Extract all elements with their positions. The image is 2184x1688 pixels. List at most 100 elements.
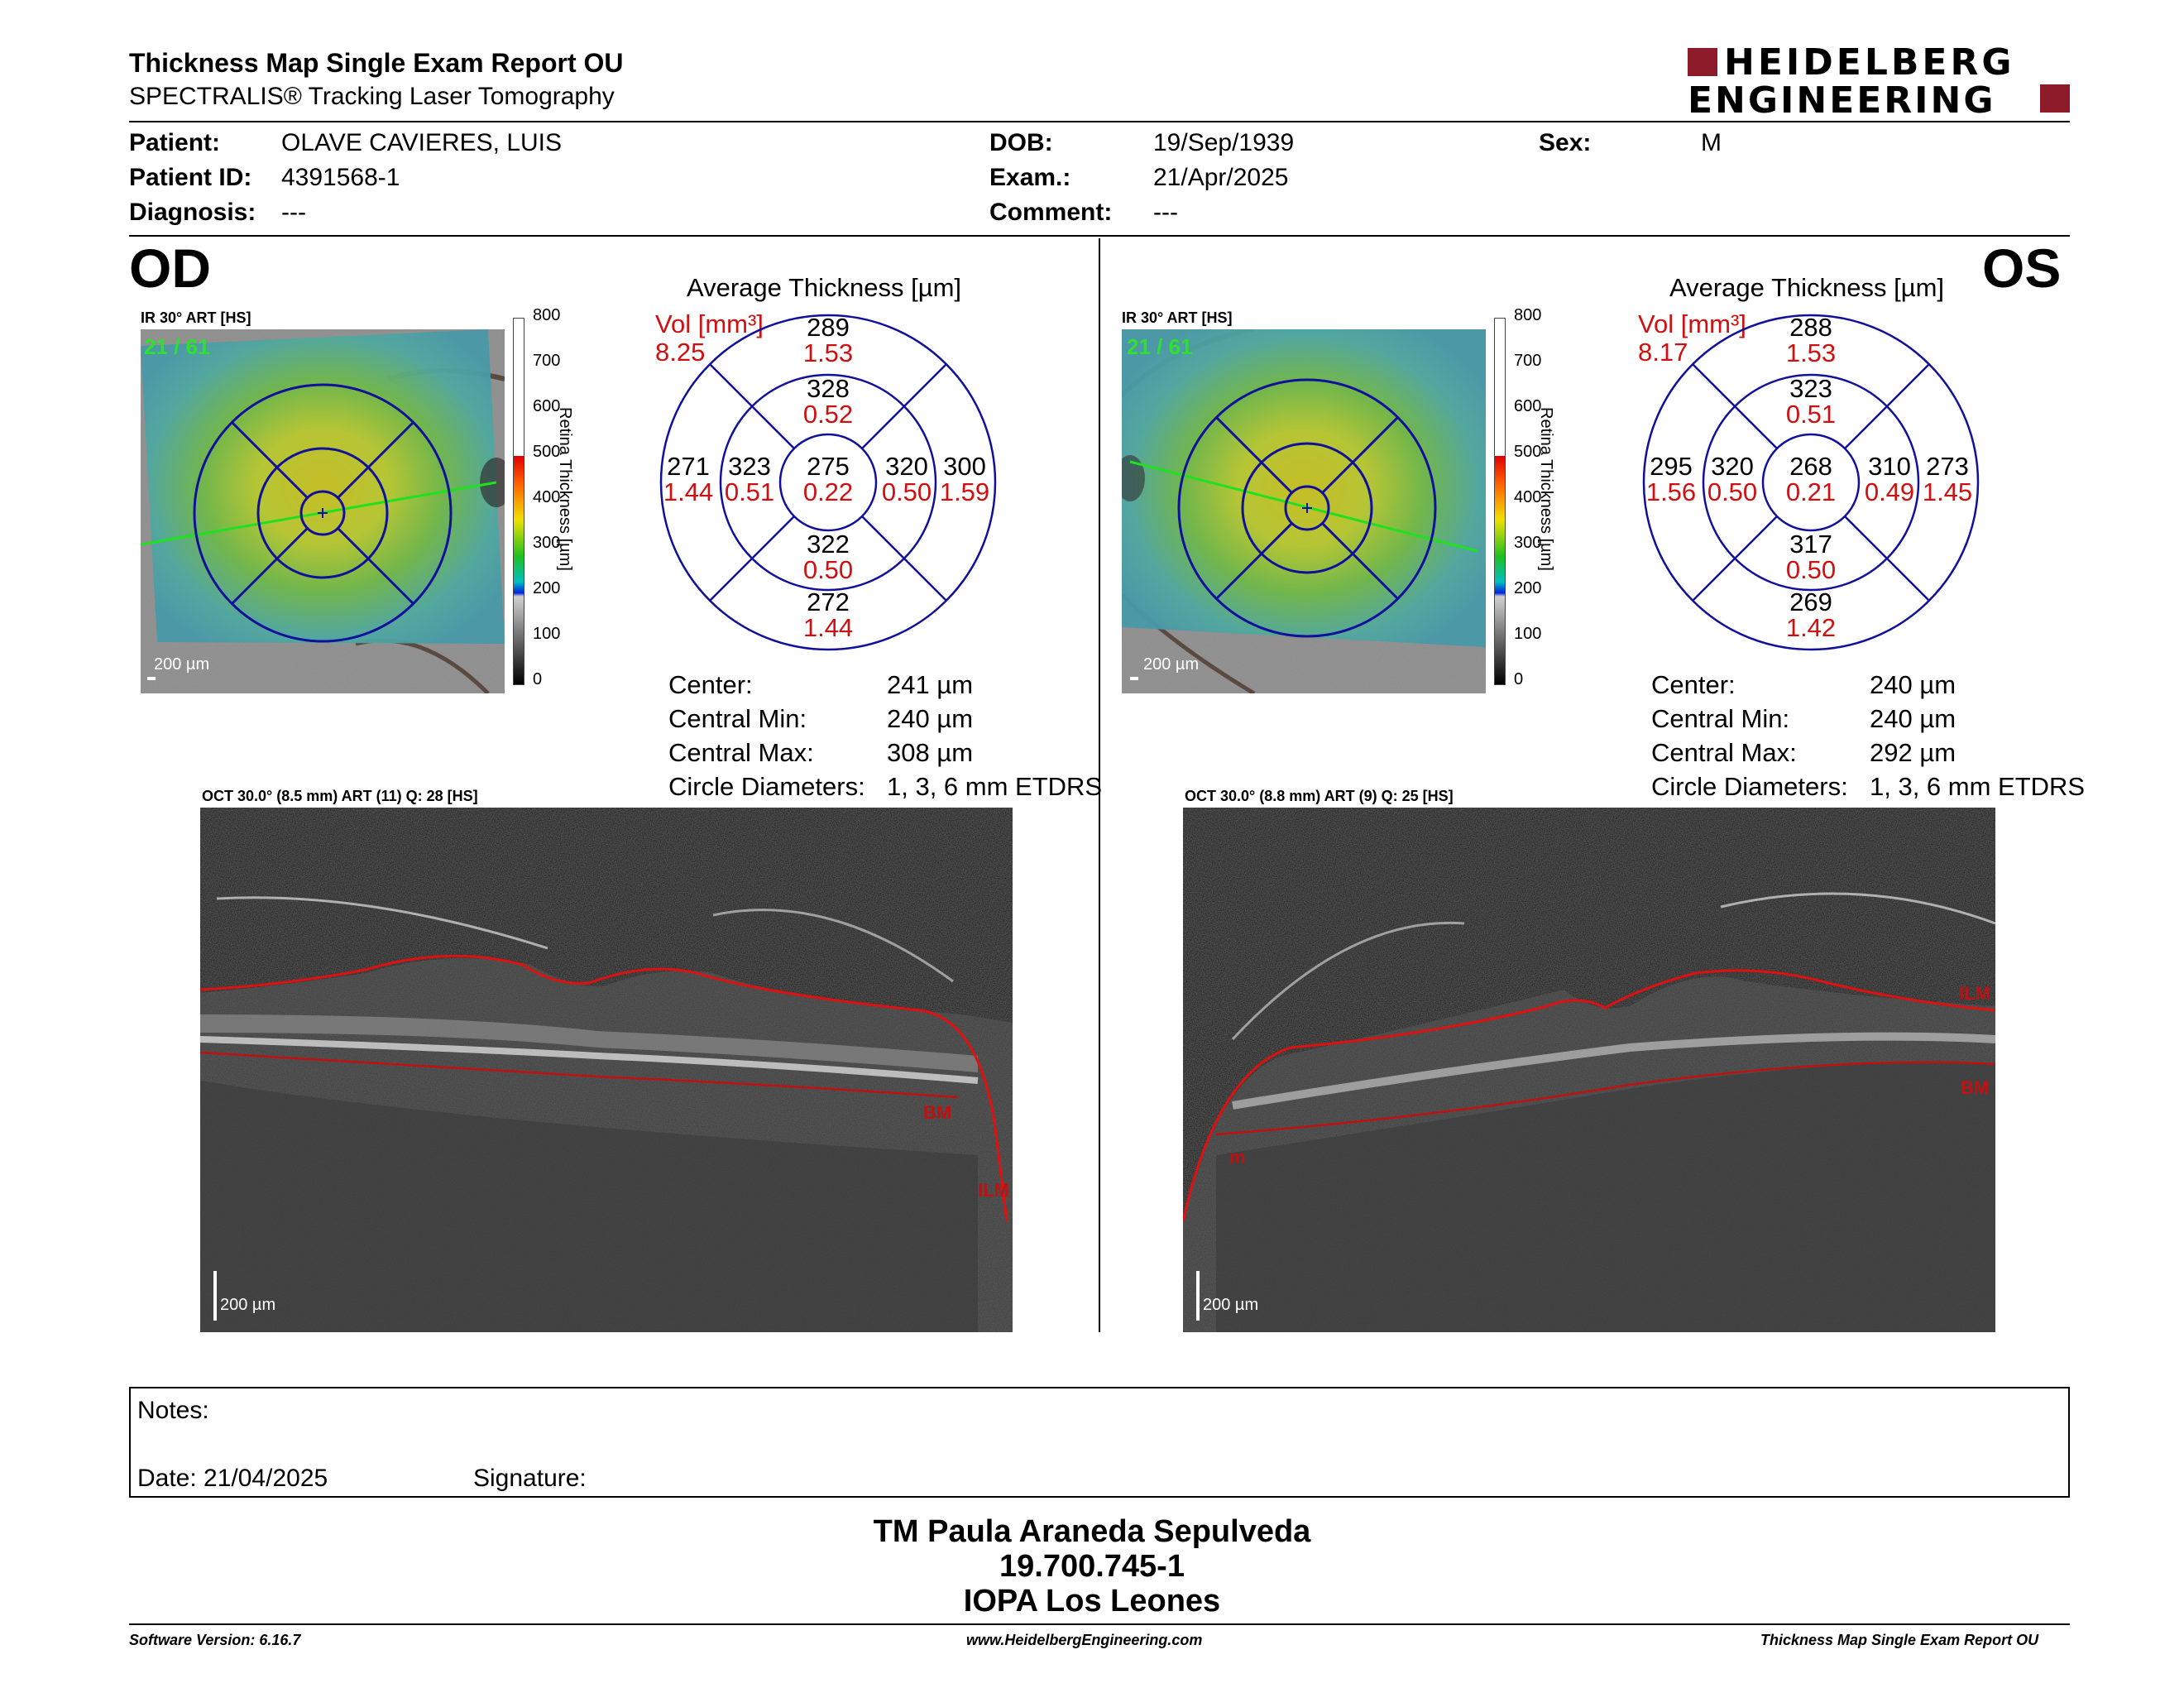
- os-temp-inner: 320 0.50: [1707, 452, 1758, 506]
- od-max-value: 308 µm: [887, 738, 974, 767]
- os-circ-label: Circle Diameters:: [1651, 772, 1848, 801]
- logo-line1: HEIDELBERG: [1724, 41, 2015, 84]
- dob-value: 19/Sep/1939: [1153, 129, 1295, 156]
- os-tick: 0: [1514, 670, 1524, 688]
- os-min-value: 240 µm: [1870, 704, 1956, 733]
- notes-label: Notes:: [137, 1397, 209, 1424]
- os-colorbar-label: Retina Thickness [µm]: [1537, 407, 1555, 571]
- patient-id-value: 4391568-1: [281, 164, 400, 191]
- od-oct-scale: 200 µm: [220, 1296, 276, 1314]
- report-subtitle: SPECTRALIS® Tracking Laser Tomography: [129, 83, 615, 110]
- od-center: 275 0.22: [802, 452, 854, 506]
- diagnosis-value: ---: [281, 199, 306, 226]
- notes-box: Notes: Date: 21/04/2025 Signature:: [129, 1387, 2070, 1498]
- os-tick: 400: [1514, 488, 1542, 506]
- os-tick: 800: [1514, 306, 1542, 324]
- od-temp-inner: 323 0.51: [724, 452, 775, 506]
- od-avg-title: Average Thickness [µm]: [687, 273, 962, 302]
- os-max-value: 292 µm: [1870, 738, 1956, 767]
- od-tick: 100: [533, 625, 561, 643]
- comment-value: ---: [1153, 199, 1178, 226]
- diagnosis-label: Diagnosis:: [129, 199, 256, 226]
- od-center-value: 241 µm: [887, 670, 974, 699]
- sex-value: M: [1701, 129, 1722, 156]
- od-sup-inner: 328 0.52: [802, 374, 854, 429]
- footer-report-name: Thickness Map Single Exam Report OU: [1760, 1632, 2039, 1648]
- os-tick: 200: [1514, 579, 1542, 597]
- os-center-value: 240 µm: [1870, 670, 1956, 699]
- logo-line2: ENGINEERING: [1688, 79, 1996, 122]
- os-temp-outer: 295 1.56: [1645, 452, 1697, 506]
- os-tick: 100: [1514, 625, 1542, 643]
- os-ir-art-count: 21 / 61: [1127, 334, 1193, 359]
- od-circ-label: Circle Diameters:: [668, 772, 865, 801]
- os-marker-label: m: [1229, 1147, 1246, 1168]
- os-oct-scale: 200 µm: [1203, 1296, 1259, 1314]
- patient-value: OLAVE CAVIERES, LUIS: [281, 129, 563, 156]
- eye-divider: [1099, 238, 1100, 1332]
- od-nas-inner: 320 0.50: [881, 452, 932, 506]
- os-nas-inner: 310 0.49: [1864, 452, 1915, 506]
- od-ir-thickness-map: 21 / 61 200 µm: [140, 329, 513, 695]
- os-ir-scale: 200 µm: [1143, 655, 1200, 674]
- od-colorbar-ticks: 800 700 600 500 400 300 200 100 0: [533, 306, 566, 695]
- od-ir-art-count: 21 / 61: [144, 334, 210, 359]
- os-sup-outer: 288 1.53: [1785, 313, 1837, 367]
- os-tick: 300: [1514, 534, 1542, 552]
- website-link[interactable]: www.HeidelbergEngineering.com: [966, 1632, 1203, 1648]
- os-max-label: Central Max:: [1651, 738, 1797, 767]
- os-tick: 600: [1514, 397, 1542, 415]
- signer-name: TM Paula Araneda Sepulveda: [873, 1514, 1311, 1549]
- os-oct-label: OCT 30.0° (8.8 mm) ART (9) Q: 25 [HS]: [1185, 788, 1454, 804]
- od-min-label: Central Min:: [668, 704, 807, 733]
- os-inf-outer: 269 1.42: [1785, 587, 1837, 642]
- od-nas-outer: 300 1.59: [939, 452, 990, 506]
- od-oct-label: OCT 30.0° (8.5 mm) ART (11) Q: 28 [HS]: [202, 788, 478, 804]
- os-etdrs-grid: 288 1.53 323 0.51 295 1.56 320 0.50 268 0.21 …: [1641, 313, 1980, 652]
- od-inf-inner: 322 0.50: [802, 530, 854, 584]
- os-tick: 500: [1514, 443, 1542, 461]
- od-tick: 700: [533, 352, 561, 370]
- os-circ-value: 1, 3, 6 mm ETDRS: [1870, 772, 2086, 801]
- os-colorbar-ticks: 800 700 600 500 400 300 200 100 0: [1514, 306, 1547, 695]
- sex-label: Sex:: [1539, 129, 1592, 156]
- os-nas-outer: 273 1.45: [1922, 452, 1973, 506]
- od-tick: 500: [533, 443, 561, 461]
- header-divider: [129, 121, 2070, 122]
- signature-label: Signature:: [473, 1465, 587, 1492]
- od-eye-label: OD: [129, 237, 211, 299]
- os-ir-scale-bar: [1130, 677, 1138, 680]
- od-tick: 0: [533, 670, 543, 688]
- patient-id-label: Patient ID:: [129, 164, 252, 191]
- os-oct-bscan: ILM BM m 200 µm: [1181, 808, 1996, 1332]
- od-min-value: 240 µm: [887, 704, 974, 733]
- od-ir-label: IR 30° ART [HS]: [141, 309, 251, 326]
- od-tick: 600: [533, 397, 561, 415]
- od-ir-scale: 200 µm: [154, 655, 210, 674]
- os-inf-inner: 317 0.50: [1785, 530, 1837, 584]
- patient-divider: [129, 235, 2070, 237]
- od-tick: 400: [533, 488, 561, 506]
- od-center-label: Center:: [668, 670, 753, 699]
- od-oct-scale-bar: [213, 1271, 217, 1321]
- os-vol-value: 8.17: [1638, 338, 1688, 367]
- software-version: Software Version: 6.16.7: [129, 1632, 301, 1648]
- os-vol-label: Vol [mm³]: [1638, 309, 1746, 338]
- od-vol-label: Vol [mm³]: [655, 309, 764, 338]
- od-inf-outer: 272 1.44: [802, 587, 854, 642]
- heidelberg-logo: HEIDELBERG ENGINEERING: [1688, 41, 2070, 122]
- od-colorbar-label: Retina Thickness [µm]: [556, 407, 574, 571]
- od-tick: 300: [533, 534, 561, 552]
- os-ir-thickness-map: 21 / 61 200 µm: [1115, 327, 1486, 696]
- os-colorbar: [1494, 318, 1506, 685]
- od-bm-label: BM: [923, 1102, 952, 1123]
- os-min-label: Central Min:: [1651, 704, 1790, 733]
- od-sup-outer: 289 1.53: [802, 313, 854, 367]
- dob-label: DOB:: [989, 129, 1053, 156]
- od-vol-value: 8.25: [655, 338, 706, 367]
- os-ilm-label: ILM: [1959, 983, 1990, 1004]
- os-avg-title: Average Thickness [µm]: [1669, 273, 1945, 302]
- od-tick: 200: [533, 579, 561, 597]
- comment-label: Comment:: [989, 199, 1113, 226]
- exam-value: 21/Apr/2025: [1153, 164, 1289, 191]
